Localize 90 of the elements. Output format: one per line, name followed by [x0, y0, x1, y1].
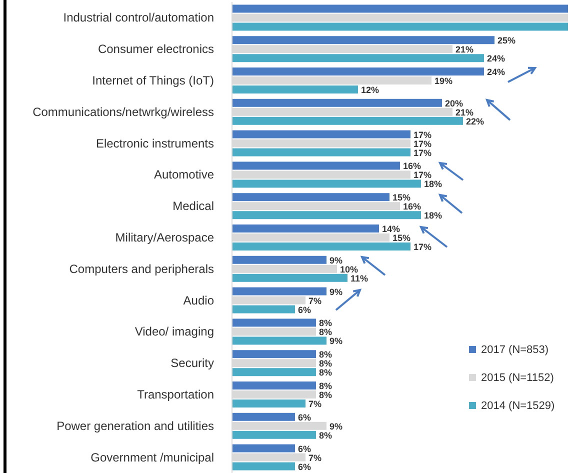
bar	[232, 54, 484, 62]
y-tick-label: Computers and peripherals	[69, 262, 214, 276]
y-tick-label: Automotive	[154, 168, 214, 182]
bar	[232, 86, 358, 94]
data-label: 17%	[414, 242, 432, 252]
bar	[232, 256, 326, 264]
bar	[232, 305, 295, 314]
data-label: 8%	[319, 327, 332, 338]
data-label: 7%	[308, 296, 322, 306]
data-label: 21%	[456, 44, 474, 55]
data-label: 8%	[319, 430, 332, 440]
y-tick-label: Audio	[183, 293, 214, 308]
data-label: 12%	[361, 85, 380, 95]
y-tick-label: Government /municipal	[90, 450, 214, 464]
bar	[232, 400, 306, 408]
bar	[232, 211, 421, 220]
y-tick-label: Consumer electronics	[98, 42, 214, 56]
y-tick-label: Electronic instruments	[96, 136, 214, 150]
bar	[232, 130, 410, 138]
bar	[232, 350, 316, 358]
y-tick-label: Internet of Things (IoT)	[92, 74, 214, 88]
data-label: 8%	[319, 390, 332, 400]
y-tick-label: Security	[170, 356, 214, 370]
bar	[232, 430, 316, 439]
data-label: 17%	[414, 148, 432, 158]
bar	[232, 98, 442, 107]
y-tick-label: Military/Aerospace	[115, 230, 214, 244]
bar	[232, 224, 379, 232]
data-label: 6%	[298, 304, 312, 315]
bar	[232, 444, 295, 452]
bar	[232, 193, 390, 202]
bar	[232, 336, 326, 345]
bar	[232, 36, 494, 44]
data-label: 8%	[319, 381, 332, 391]
data-label: 8%	[319, 368, 332, 378]
data-label: 16%	[403, 202, 422, 212]
data-label: 17%	[414, 130, 432, 140]
y-tick-label: Transportation	[137, 388, 214, 402]
bar	[232, 462, 295, 470]
data-label: 6%	[298, 412, 312, 422]
y-tick-label: Communications/netwrkg/wireless	[32, 104, 214, 119]
data-label: 8%	[319, 358, 332, 369]
data-label: 10%	[340, 264, 358, 274]
legend-label: 2017 (N=853)	[481, 344, 549, 356]
data-label: 17%	[414, 170, 432, 180]
data-label: 18%	[424, 179, 442, 190]
data-label: 7%	[308, 452, 322, 463]
data-label: 15%	[392, 192, 411, 203]
data-label: 8%	[319, 350, 332, 360]
data-label: 20%	[445, 98, 464, 108]
legend-label: 2014 (N=1529)	[481, 400, 555, 412]
bar	[232, 318, 316, 327]
bar	[232, 22, 568, 31]
bar	[232, 116, 463, 125]
data-label: 9%	[330, 255, 343, 266]
legend-label: 2015 (N=1152)	[481, 372, 554, 384]
bar	[232, 368, 316, 376]
data-label: 6%	[298, 462, 312, 472]
data-label: 22%	[466, 116, 484, 126]
data-label: 6%	[298, 444, 312, 454]
bar	[232, 180, 421, 188]
bar	[232, 274, 348, 282]
bar	[232, 412, 295, 421]
bar	[232, 382, 316, 390]
data-label: 11%	[350, 273, 368, 284]
data-label: 17%	[414, 138, 432, 149]
data-label: 21%	[456, 107, 474, 118]
bar	[232, 4, 568, 13]
y-tick-label: Video/ imaging	[134, 324, 214, 339]
data-label: 15%	[392, 233, 411, 243]
data-label: 18%	[424, 210, 442, 221]
data-label: 16%	[403, 161, 422, 172]
y-tick-label: Power generation and utilities	[56, 418, 214, 433]
data-label: 24%	[487, 67, 506, 77]
data-label: 25%	[498, 36, 516, 46]
bar	[232, 287, 326, 296]
bar	[232, 162, 400, 170]
data-label: 19%	[434, 76, 453, 86]
data-label: 24%	[487, 54, 506, 64]
bar	[232, 148, 410, 156]
y-tick-label: Medical	[172, 199, 214, 214]
data-label: 14%	[382, 224, 400, 234]
data-label: 9%	[330, 286, 343, 297]
data-label: 9%	[330, 421, 343, 432]
data-label: 7%	[308, 399, 322, 409]
data-label: 8%	[319, 318, 332, 328]
bar	[232, 242, 410, 250]
y-tick-label: Industrial control/automation	[63, 10, 214, 25]
bar	[232, 68, 484, 76]
data-label: 9%	[330, 336, 343, 346]
